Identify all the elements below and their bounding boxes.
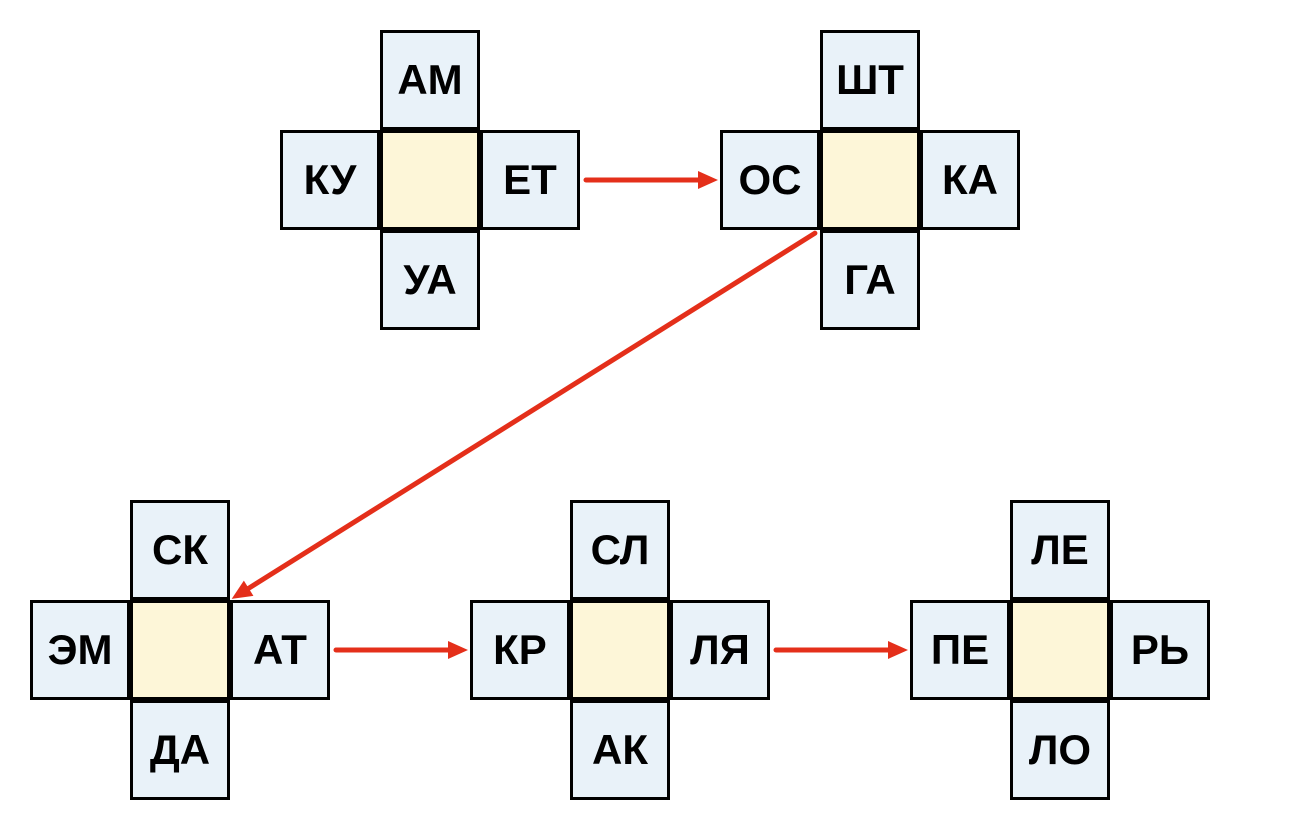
cell-right: КА (920, 130, 1020, 230)
cell-top: АМ (380, 30, 480, 130)
cell-top: ЛЕ (1010, 500, 1110, 600)
diagram-stage: АМКУ ЕТУА ШТОС КАГА СКЭМ АТДА СЛКР ЛЯАК ЛЕПЕ РЬЛО (0, 0, 1303, 832)
cell-right: АТ (230, 600, 330, 700)
cell-center (380, 130, 480, 230)
cross-c3: СКЭМ АТДА (30, 500, 330, 800)
cell-right: ЛЯ (670, 600, 770, 700)
cell-bottom: ГА (820, 230, 920, 330)
cell-left: ОС (720, 130, 820, 230)
arrow-head-3 (888, 641, 908, 659)
cross-c4: СЛКР ЛЯАК (470, 500, 770, 800)
cell-left: КУ (280, 130, 380, 230)
cell-right: РЬ (1110, 600, 1210, 700)
cross-c2: ШТОС КАГА (720, 30, 1020, 330)
cell-right: ЕТ (480, 130, 580, 230)
cell-left: КР (470, 600, 570, 700)
cell-bottom: ЛО (1010, 700, 1110, 800)
cell-center (820, 130, 920, 230)
arrow-head-2 (448, 641, 468, 659)
cell-top: СЛ (570, 500, 670, 600)
cell-top: ШТ (820, 30, 920, 130)
cell-center (130, 600, 230, 700)
cross-c5: ЛЕПЕ РЬЛО (910, 500, 1210, 800)
cross-c1: АМКУ ЕТУА (280, 30, 580, 330)
cell-top: СК (130, 500, 230, 600)
cell-center (570, 600, 670, 700)
cell-bottom: АК (570, 700, 670, 800)
cell-bottom: ДА (130, 700, 230, 800)
arrow-head-0 (698, 171, 718, 189)
cell-center (1010, 600, 1110, 700)
cell-bottom: УА (380, 230, 480, 330)
cell-left: ПЕ (910, 600, 1010, 700)
cell-left: ЭМ (30, 600, 130, 700)
